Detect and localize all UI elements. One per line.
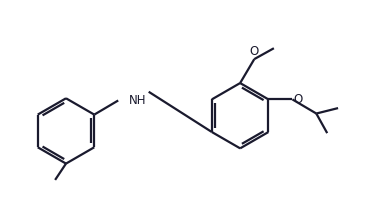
- Text: O: O: [250, 45, 259, 58]
- Text: NH: NH: [129, 94, 147, 107]
- Text: O: O: [294, 93, 303, 106]
